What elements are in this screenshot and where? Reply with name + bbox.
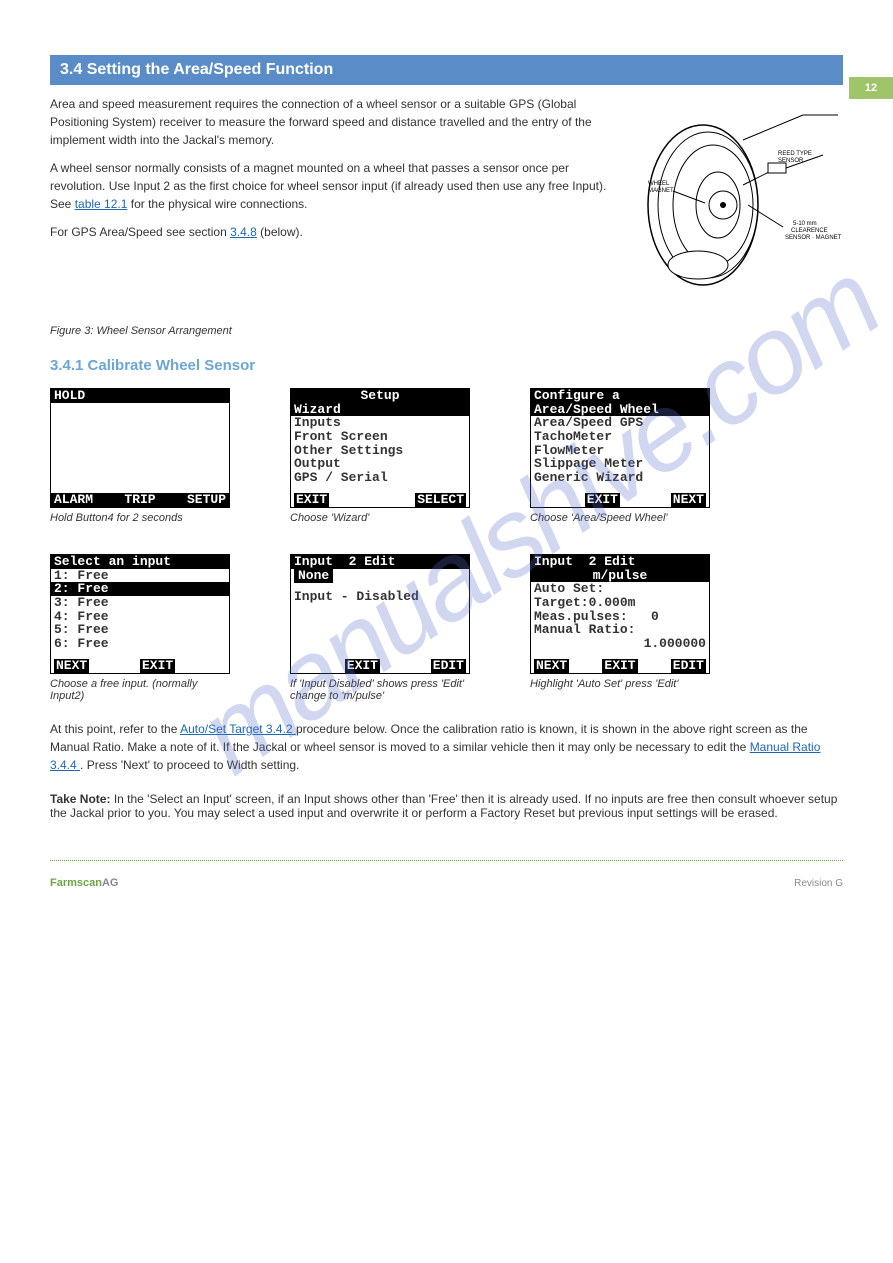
footer-brand: FarmscanAG <box>50 877 118 889</box>
lcd-bottom: EXIT EDIT <box>291 659 469 673</box>
lcd-title: Input 2 Edit <box>291 555 469 569</box>
screens-row-1: HOLD ALARM TRIP SETUP Hold Button4 for 2… <box>50 388 843 540</box>
intro-p2-b: for the physical wire connections. <box>131 197 308 211</box>
screen-caption: Choose 'Wizard' <box>290 512 470 540</box>
gps-section-link[interactable]: 3.4.8 <box>230 225 257 239</box>
section-heading: 3.4 Setting the Area/Speed Function <box>50 55 843 85</box>
page-number-tab: 12 <box>849 77 893 99</box>
lcd-bottom: EXIT SELECT <box>291 493 469 507</box>
after-screens-para: At this point, refer to the Auto/Set Tar… <box>50 720 843 774</box>
screen-configure: Configure a Area/Speed Wheel Area/Speed … <box>530 388 710 540</box>
lcd-bottom: NEXT EXIT EDIT <box>531 659 709 673</box>
screen-input-disabled: Input 2 Edit None Input - Disabled EXIT … <box>290 554 470 706</box>
lcd-bottom: EXIT NEXT <box>531 493 709 507</box>
autoset-link[interactable]: Auto/Set Target 3.4.2 <box>180 722 296 736</box>
wiring-table-link[interactable]: table 12.1 <box>75 197 128 211</box>
svg-text:CLEARENCE: CLEARENCE <box>791 228 828 234</box>
note-text: In the 'Select an Input' screen, if an I… <box>50 792 837 820</box>
label-wheel-magnet: WHEEL <box>648 181 670 187</box>
intro-p3-a: For GPS Area/Speed see section <box>50 225 230 239</box>
screen-caption: Highlight 'Auto Set' press 'Edit' <box>530 678 710 706</box>
footer-divider <box>50 860 843 861</box>
lcd-title: Select an input <box>51 555 229 569</box>
screen-select-input: Select an input 1: Free 2: Free 3: Free … <box>50 554 230 706</box>
screen-input-edit: Input 2 Edit m/pulse Auto Set: Target:0.… <box>530 554 710 706</box>
label-clearance: 5-10 mm <box>793 221 817 227</box>
lcd-bottom: NEXT EXIT <box>51 659 229 673</box>
screen-caption: Choose a free input. (normally Input2) <box>50 678 230 706</box>
note-label: Take Note: <box>50 792 110 806</box>
lcd-title: Input 2 Edit <box>531 555 709 569</box>
screen-setup: Setup Wizard Inputs Front Screen Other S… <box>290 388 470 540</box>
lcd-title: Configure a <box>531 389 709 403</box>
take-note-block: Take Note: In the 'Select an Input' scre… <box>50 792 843 820</box>
lcd-title: Setup <box>291 389 469 403</box>
label-reed-sensor: REED TYPE <box>778 151 812 157</box>
screen-caption: Hold Button4 for 2 seconds <box>50 512 230 540</box>
svg-text:SENSOR: SENSOR <box>778 158 804 164</box>
screen-hold: HOLD ALARM TRIP SETUP Hold Button4 for 2… <box>50 388 230 540</box>
screen-caption: Choose 'Area/Speed Wheel' <box>530 512 710 540</box>
wheel-sensor-diagram: REED TYPE SENSOR WHEEL MAGNET 5-10 mm CL… <box>623 95 843 315</box>
lcd-top: HOLD <box>51 389 229 403</box>
page-footer: FarmscanAG Revision G <box>50 871 843 889</box>
lcd-bottom: ALARM TRIP SETUP <box>51 493 229 507</box>
screens-row-2: Select an input 1: Free 2: Free 3: Free … <box>50 554 843 706</box>
svg-text:SENSOR · MAGNET: SENSOR · MAGNET <box>785 235 842 241</box>
footer-revision: Revision G <box>794 878 843 889</box>
diagram-caption: Figure 3: Wheel Sensor Arrangement <box>50 325 843 337</box>
screen-caption: If 'Input Disabled' shows press 'Edit' c… <box>290 678 470 706</box>
svg-text:MAGNET: MAGNET <box>648 188 674 194</box>
subsection-heading: 3.4.1 Calibrate Wheel Sensor <box>50 357 843 374</box>
intro-p3-b: (below). <box>260 225 303 239</box>
